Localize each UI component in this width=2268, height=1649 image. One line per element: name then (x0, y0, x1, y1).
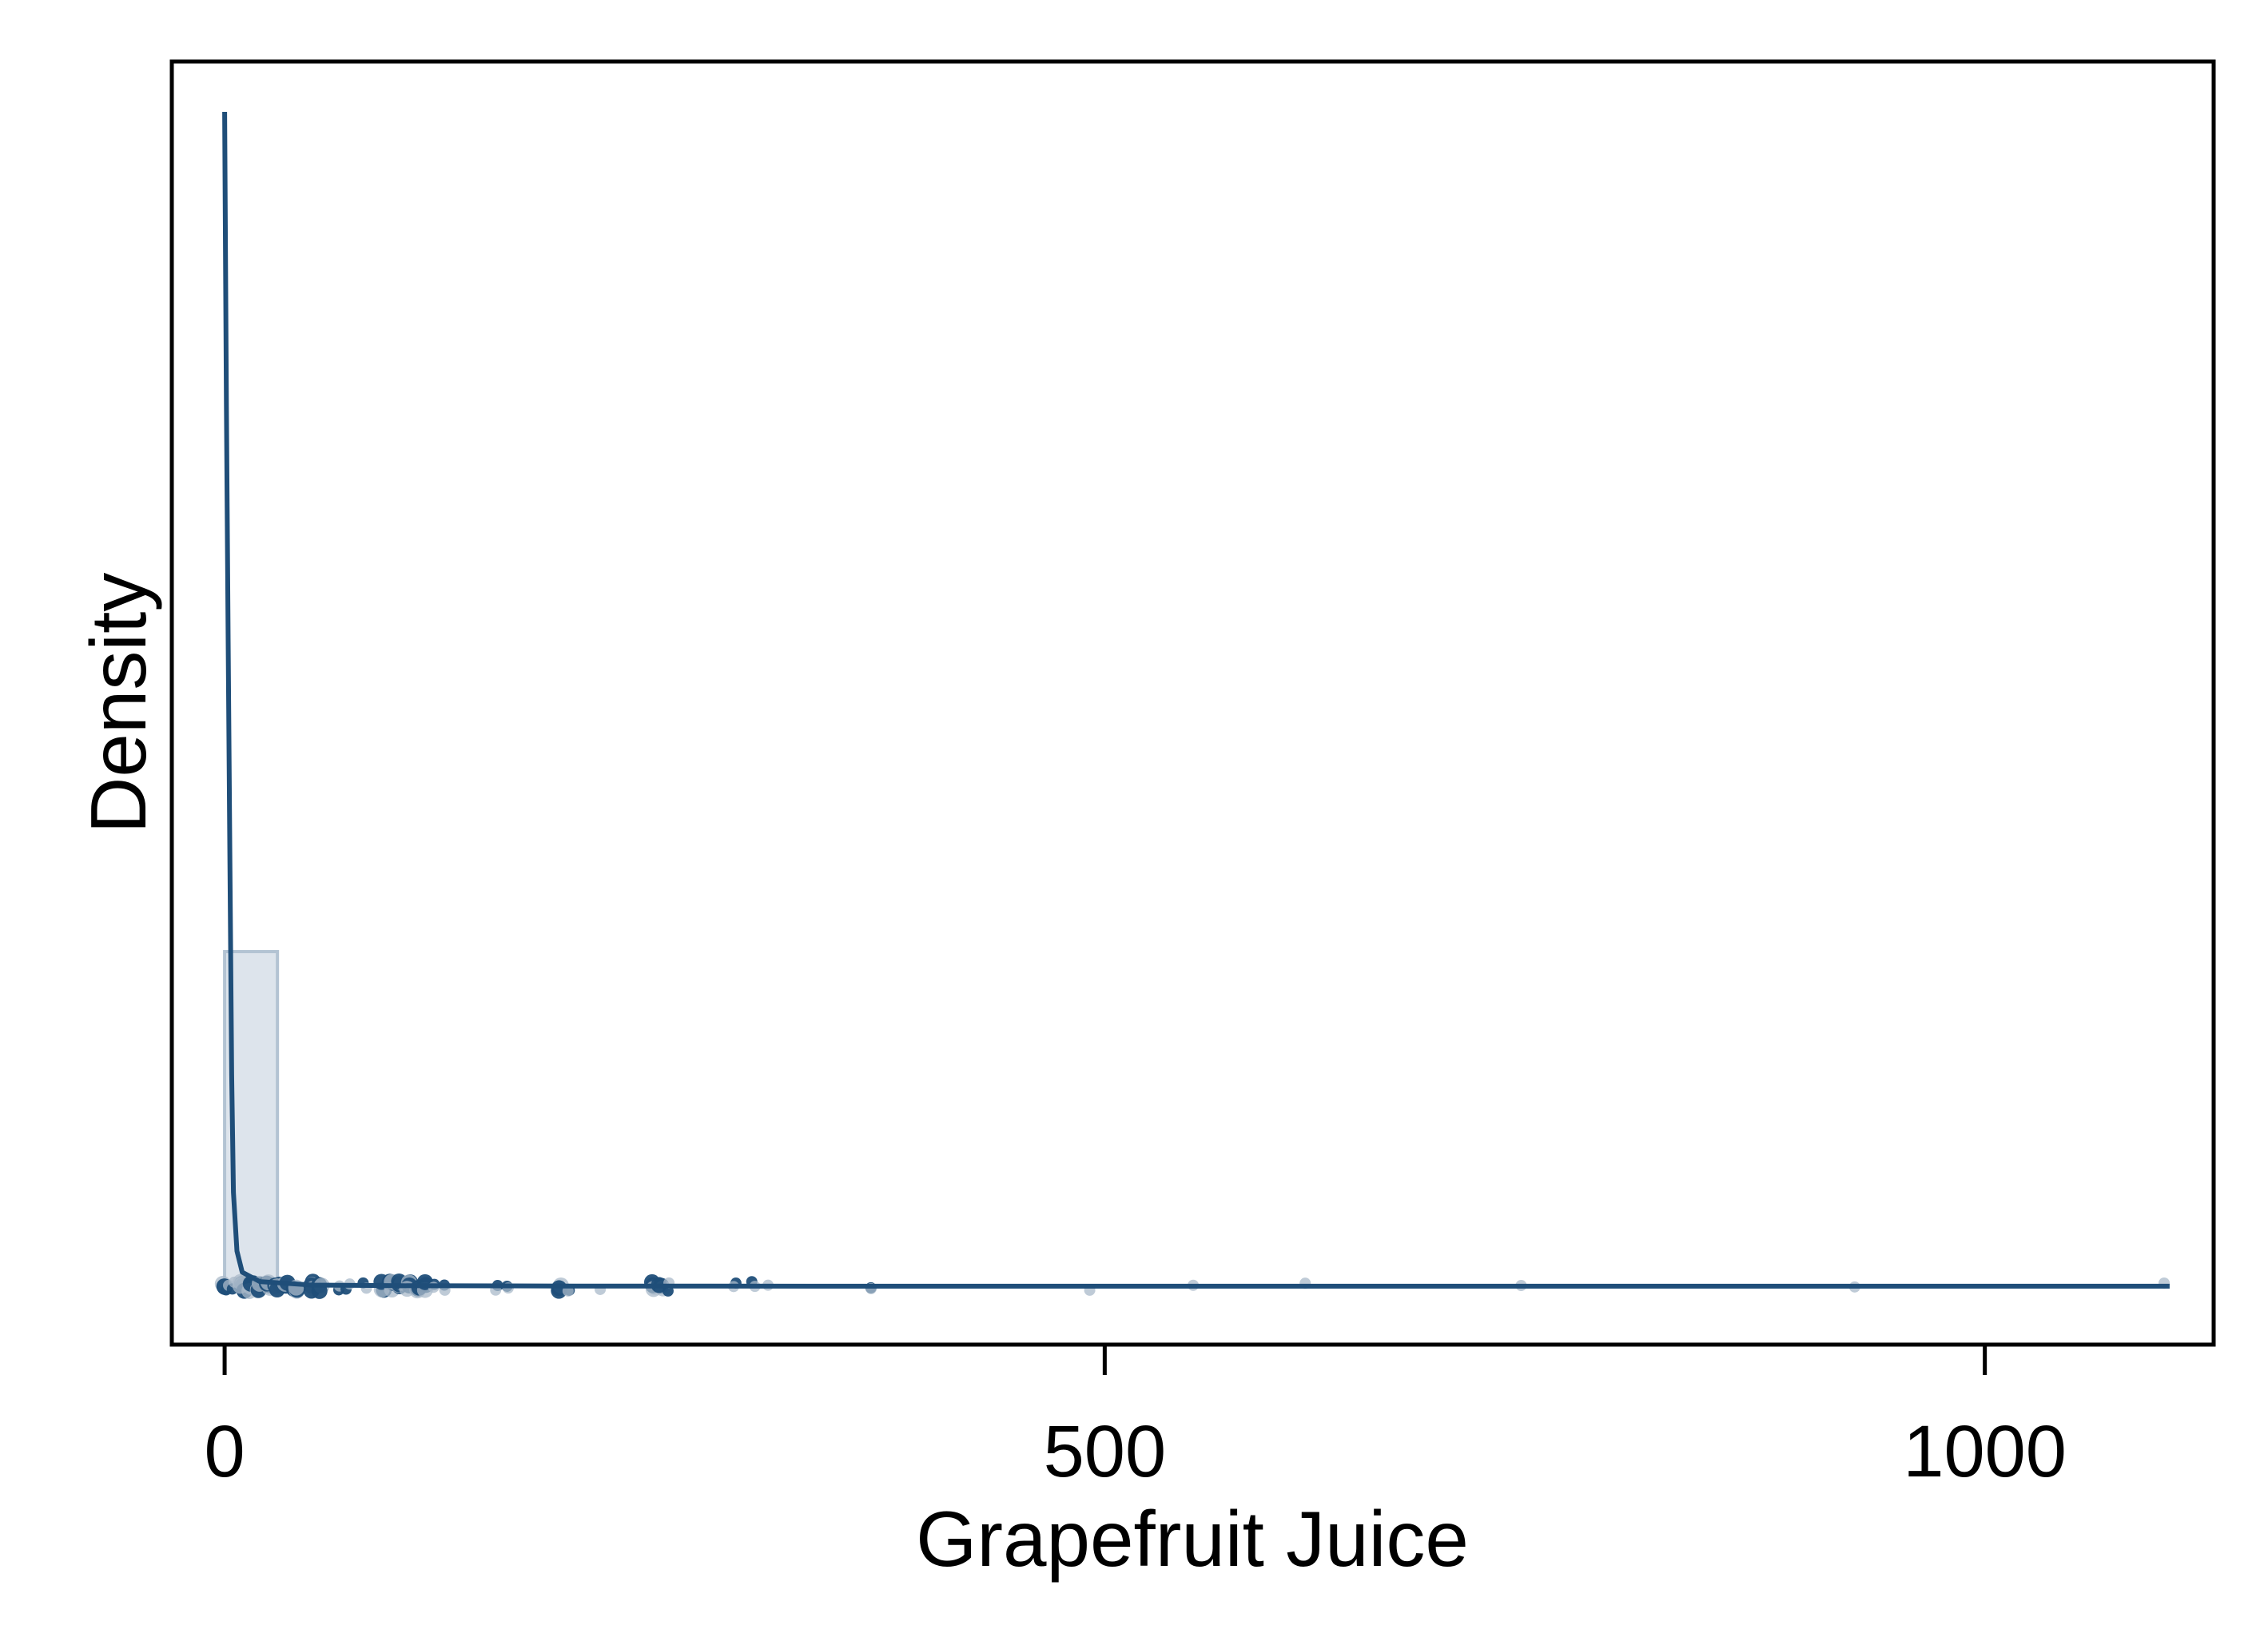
x-axis-title: Grapefruit Juice (916, 1495, 1469, 1583)
plot-frame (169, 59, 2216, 1347)
x-tick-label-0: 0 (204, 1411, 245, 1492)
x-axis: 0 500 1000 (204, 1345, 2067, 1492)
density-curve-layer (222, 111, 2170, 1289)
density-curve-line (222, 111, 2170, 1289)
x-tick-label-1000: 1000 (1903, 1411, 2067, 1492)
x-tick-label-500: 500 (1044, 1411, 1167, 1492)
y-axis-title: Density (74, 573, 162, 834)
